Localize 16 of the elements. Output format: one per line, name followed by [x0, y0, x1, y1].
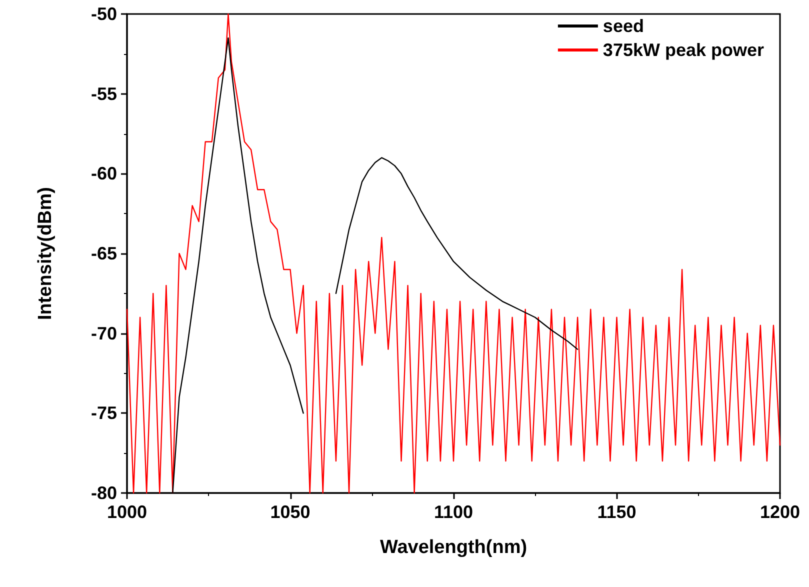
x-tick-label: 1050	[270, 502, 310, 522]
y-tick-label: -55	[90, 84, 117, 104]
x-axis-title: Wavelength(nm)	[380, 537, 528, 558]
x-tick-label: 1200	[760, 502, 800, 522]
y-axis-title: Intensity(dBm)	[35, 187, 56, 320]
legend-label: 375kW peak power	[602, 40, 764, 60]
y-tick-label: -60	[90, 164, 117, 184]
x-tick-label: 1000	[106, 502, 148, 522]
y-tick-label: -80	[90, 483, 117, 503]
y-tick-label: -70	[90, 323, 117, 344]
x-tick-label: 1150	[597, 502, 636, 522]
y-tick-label: -65	[90, 244, 117, 264]
x-tick-label: 1100	[434, 502, 474, 522]
legend-label: seed	[602, 16, 644, 36]
y-tick-label: -75	[90, 403, 117, 424]
y-tick-label: -50	[90, 4, 117, 24]
